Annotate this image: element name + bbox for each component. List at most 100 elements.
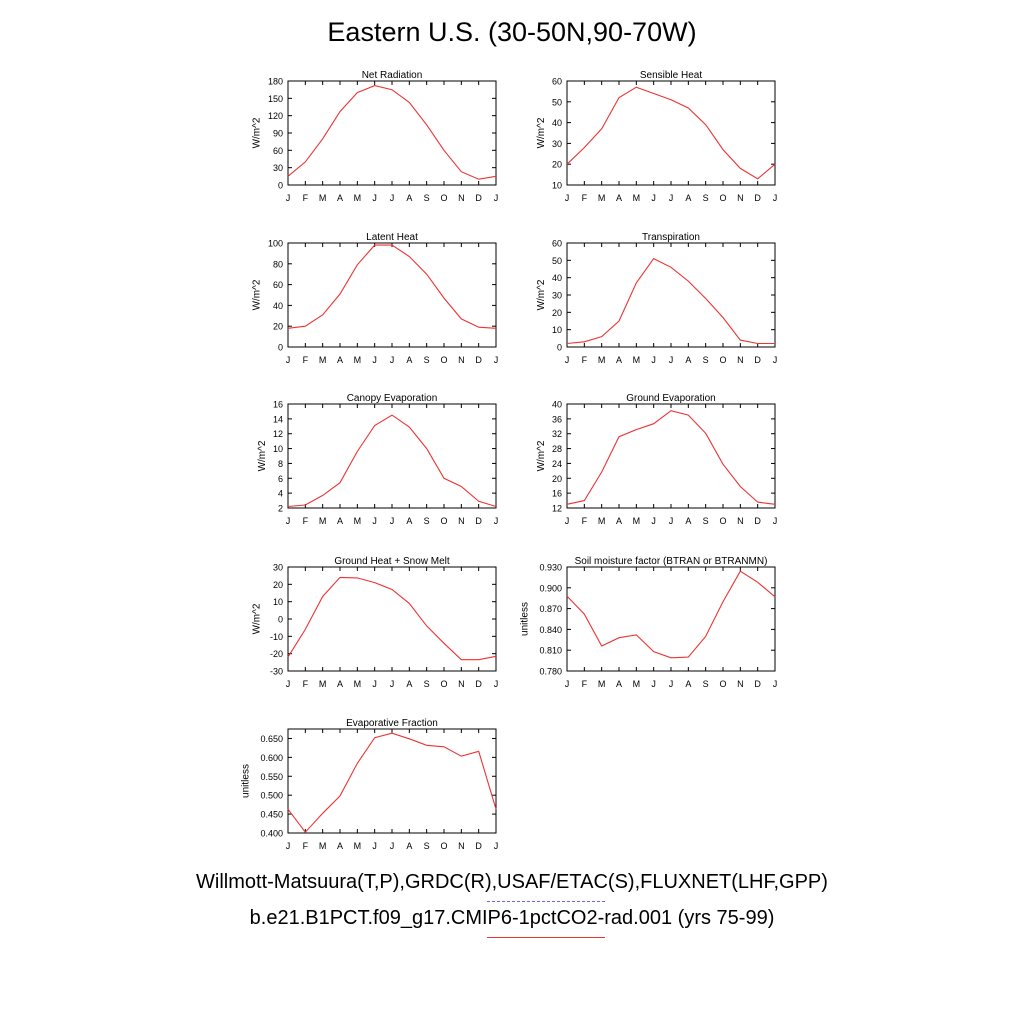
y-tick-label: 10 <box>273 444 283 454</box>
x-tick-label: N <box>737 679 744 689</box>
series-line <box>287 414 497 508</box>
x-tick-label: J <box>372 355 377 365</box>
y-tick-label: 0.810 <box>539 646 562 656</box>
panel-8: Soil moisture factor (BTRAN or BTRANMN) J… <box>520 556 778 689</box>
y-tick-label: 50 <box>552 97 562 107</box>
plot-frame <box>566 566 776 672</box>
x-tick-label: M <box>598 355 606 365</box>
x-tick-label: J <box>494 193 499 203</box>
x-tick-label: J <box>773 516 778 526</box>
x-tick-label: F <box>303 516 309 526</box>
y-tick-label: 60 <box>273 280 283 290</box>
panel-title: Ground Heat + Snow Melt <box>334 556 450 567</box>
y-tick-label: 4 <box>278 489 283 499</box>
x-tick-label: D <box>475 679 482 689</box>
x-tick-label: J <box>565 679 570 689</box>
y-tick-label: 20 <box>273 322 283 332</box>
plot-frame <box>287 403 497 509</box>
y-tick-label: 16 <box>273 400 283 410</box>
x-tick-label: M <box>354 516 362 526</box>
panel-title: Latent Heat <box>366 232 418 243</box>
y-tick-label: 0.900 <box>539 583 562 593</box>
y-tick-label: 60 <box>552 239 562 249</box>
x-tick-label: J <box>669 516 674 526</box>
y-tick-label: 2 <box>278 504 283 514</box>
x-tick-label: J <box>651 193 656 203</box>
x-tick-label: A <box>406 679 412 689</box>
x-tick-label: J <box>390 679 395 689</box>
x-tick-label: A <box>406 841 412 851</box>
x-tick-label: M <box>319 841 327 851</box>
x-tick-label: M <box>319 516 327 526</box>
x-tick-label: J <box>669 355 674 365</box>
y-tick-label: 32 <box>552 429 562 439</box>
y-tick-label: 20 <box>552 474 562 484</box>
x-tick-label: N <box>458 516 465 526</box>
x-tick-label: J <box>286 516 291 526</box>
x-tick-label: O <box>719 679 726 689</box>
x-tick-label: O <box>440 193 447 203</box>
x-tick-label: J <box>286 679 291 689</box>
x-tick-label: S <box>703 679 709 689</box>
panel-title: Sensible Heat <box>640 70 702 81</box>
x-tick-label: N <box>458 355 465 365</box>
x-tick-label: J <box>494 516 499 526</box>
y-tick-label: 36 <box>552 414 562 424</box>
y-tick-label: -30 <box>270 667 283 677</box>
x-tick-label: N <box>737 355 744 365</box>
x-tick-label: J <box>372 516 377 526</box>
y-tick-label: 0.500 <box>260 791 283 801</box>
y-tick-label: 0.550 <box>260 772 283 782</box>
x-tick-label: J <box>494 355 499 365</box>
x-tick-label: F <box>582 679 588 689</box>
y-tick-label: 0.780 <box>539 667 562 677</box>
plot-frame <box>287 242 497 348</box>
panel-title: Net Radiation <box>362 70 423 81</box>
legend-observations-label: Willmott-Matsuura(T,P),GRDC(R),USAF/ETAC… <box>196 871 828 893</box>
x-tick-label: J <box>286 193 291 203</box>
x-tick-label: A <box>616 355 622 365</box>
x-tick-label: F <box>303 679 309 689</box>
x-tick-label: J <box>390 355 395 365</box>
x-tick-label: O <box>440 841 447 851</box>
x-tick-label: F <box>582 193 588 203</box>
plot-frame <box>287 566 497 672</box>
x-tick-label: M <box>598 193 606 203</box>
y-tick-label: 150 <box>268 94 283 104</box>
x-tick-label: D <box>475 193 482 203</box>
x-tick-label: A <box>337 193 343 203</box>
y-tick-label: 100 <box>268 239 283 249</box>
x-tick-label: O <box>440 516 447 526</box>
x-tick-label: A <box>685 516 691 526</box>
x-tick-label: M <box>354 679 362 689</box>
y-tick-label: 12 <box>273 429 283 439</box>
x-tick-label: J <box>494 841 499 851</box>
x-tick-label: F <box>582 355 588 365</box>
y-tick-label: 0.930 <box>539 563 562 573</box>
y-tick-label: 60 <box>552 77 562 87</box>
series-line <box>287 576 497 661</box>
x-tick-label: N <box>458 193 465 203</box>
x-tick-label: A <box>406 193 412 203</box>
x-tick-label: D <box>754 516 761 526</box>
y-tick-label: 28 <box>552 444 562 454</box>
x-tick-label: O <box>440 679 447 689</box>
x-tick-label: F <box>582 516 588 526</box>
y-tick-label: 16 <box>552 489 562 499</box>
x-tick-label: M <box>598 679 606 689</box>
x-tick-label: M <box>633 679 641 689</box>
x-tick-label: J <box>651 355 656 365</box>
y-tick-label: 0.600 <box>260 753 283 763</box>
y-tick-label: -20 <box>270 649 283 659</box>
x-tick-label: A <box>337 841 343 851</box>
y-tick-label: 40 <box>552 118 562 128</box>
y-tick-label: 30 <box>273 563 283 573</box>
x-tick-label: A <box>685 355 691 365</box>
x-tick-label: D <box>475 516 482 526</box>
x-tick-label: A <box>337 516 343 526</box>
x-tick-label: A <box>616 516 622 526</box>
